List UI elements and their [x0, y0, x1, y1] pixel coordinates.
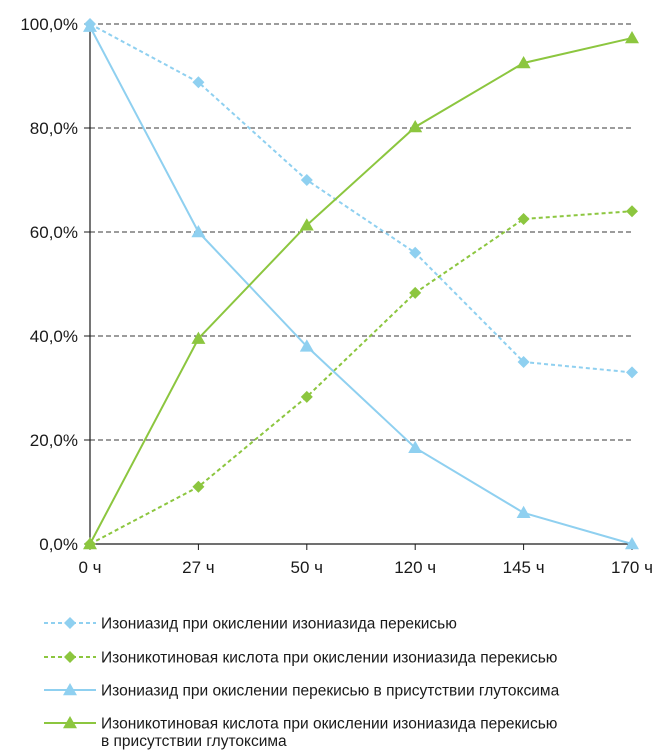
x-tick-label: 120 ч	[394, 558, 436, 577]
data-point	[300, 390, 313, 403]
x-tick-label: 170 ч	[611, 558, 653, 577]
series-2	[84, 205, 638, 550]
data-point	[517, 356, 530, 368]
y-tick-label: 0,0%	[39, 535, 78, 554]
legend-label: Изониазид при окислении перекисью в прис…	[101, 683, 560, 700]
series-line	[89, 23, 633, 374]
data-point	[299, 218, 314, 231]
series-4	[83, 31, 639, 550]
data-point	[192, 76, 205, 89]
legend-swatch-marker	[64, 651, 76, 663]
series-1	[84, 18, 638, 379]
data-point	[83, 19, 97, 32]
y-tick-label: 100,0%	[20, 15, 78, 34]
data-point	[516, 56, 531, 69]
y-tick-label: 20,0%	[30, 431, 78, 450]
series-layer	[83, 18, 639, 550]
data-point	[300, 174, 313, 186]
x-tick-label: 50 ч	[291, 558, 324, 577]
legend-item-4: Изоникотиновая кислота при окислении изо…	[44, 716, 557, 750]
legend-item-3: Изониазид при окислении перекисью в прис…	[44, 683, 560, 700]
data-point	[626, 366, 638, 379]
legend-swatch-marker	[64, 617, 76, 629]
series-line	[89, 210, 633, 545]
x-tick-label: 145 ч	[503, 558, 545, 577]
legend-swatch-marker	[63, 716, 77, 729]
x-tick-label: 27 ч	[182, 558, 215, 577]
data-point	[409, 246, 422, 259]
series-line	[89, 26, 633, 545]
legend-label: Изониазид при окислении изониазида перек…	[101, 616, 457, 633]
data-point	[625, 31, 639, 44]
data-point	[408, 119, 423, 133]
grid-lines	[90, 23, 632, 441]
data-point	[516, 505, 531, 519]
data-point	[191, 331, 206, 344]
y-tick-label: 60,0%	[30, 223, 78, 242]
data-point	[408, 440, 423, 454]
legend-item-1: Изониазид при окислении изониазида перек…	[44, 616, 457, 633]
series-3	[83, 19, 639, 550]
y-tick-label: 80,0%	[30, 119, 78, 138]
data-point	[191, 225, 206, 238]
data-point	[83, 537, 97, 550]
data-point	[626, 205, 638, 218]
legend-item-2: Изоникотиновая кислота при окислении изо…	[44, 650, 557, 667]
legend-label: Изоникотиновая кислота при окислении изо…	[101, 650, 557, 667]
x-tick-label: 0 ч	[78, 558, 101, 577]
data-point	[299, 339, 314, 352]
y-tick-label: 40,0%	[30, 327, 78, 346]
data-point	[517, 213, 530, 225]
legend-swatch-marker	[63, 683, 77, 696]
legend-label: Изоникотиновая кислота при окислении изо…	[101, 716, 557, 733]
legend: Изониазид при окислении изониазида перек…	[44, 616, 560, 750]
axes: 0,0% 20,0% 40,0% 60,0% 80,0% 100,0% 0 ч 27 ч 50 …	[20, 15, 653, 577]
data-point	[625, 537, 639, 550]
legend-label-line2: в присутствии глутоксима	[101, 733, 287, 750]
data-point	[409, 286, 422, 299]
data-point	[192, 480, 205, 493]
series-line	[89, 37, 633, 545]
